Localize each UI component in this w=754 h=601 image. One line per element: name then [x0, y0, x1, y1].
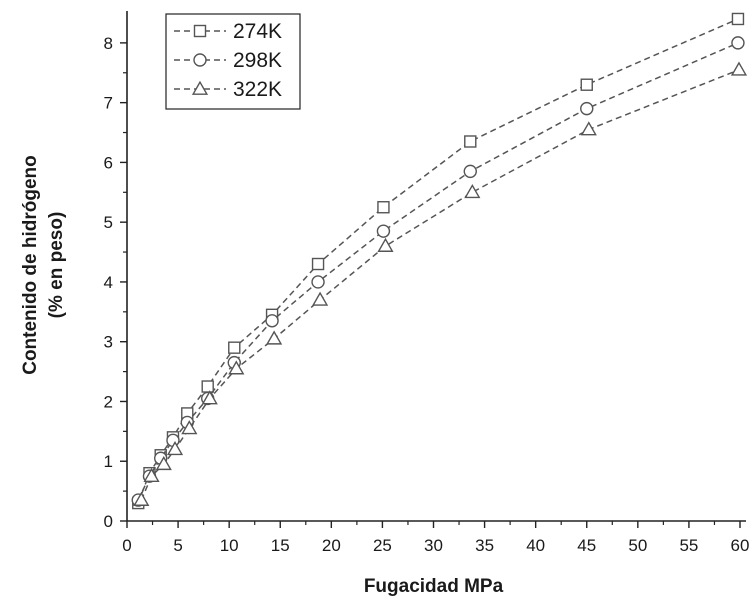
series-line-322k — [140, 69, 740, 501]
y-tick-label: 1 — [104, 452, 113, 471]
data-point-322k — [228, 360, 245, 375]
data-point-322k — [312, 291, 329, 306]
data-point-274k — [377, 201, 390, 214]
data-point-274k — [201, 380, 214, 393]
y-tick-label: 7 — [104, 94, 113, 113]
y-tick-label: 2 — [104, 392, 113, 411]
data-point-274k — [311, 257, 325, 271]
legend-label-274k: 274K — [233, 20, 282, 43]
y-tick-label: 4 — [104, 273, 113, 292]
data-series — [131, 12, 748, 510]
legend-label-298k: 298K — [233, 49, 282, 72]
x-tick-label: 35 — [475, 536, 494, 555]
data-point-322k — [155, 455, 172, 471]
y-tick-label: 5 — [104, 213, 113, 232]
legend: 274K 298K 322K — [165, 13, 301, 110]
data-point-322k — [143, 467, 160, 483]
data-point-322k — [201, 390, 218, 405]
legend-box — [165, 13, 301, 110]
x-tick-label: 55 — [679, 536, 698, 555]
y-tick-label: 3 — [104, 333, 113, 352]
data-point-274k — [464, 135, 477, 148]
data-point-298k — [376, 224, 391, 238]
x-tick-label: 45 — [577, 536, 596, 555]
x-tick-label: 15 — [271, 536, 290, 555]
y-tick-label: 8 — [104, 34, 113, 53]
data-point-298k — [463, 164, 477, 179]
data-point-322k — [133, 491, 150, 506]
data-point-322k — [377, 237, 394, 252]
x-tick-label: 60 — [731, 536, 750, 555]
data-point-274k — [731, 12, 745, 26]
x-tick-label: 5 — [173, 536, 182, 555]
x-axis-title: Fugacidad MPa — [364, 576, 504, 597]
y-tick-label: 0 — [104, 512, 113, 531]
legend-marker-298k — [193, 53, 207, 67]
legend-marker-274k — [193, 24, 207, 38]
x-tick-label: 10 — [220, 536, 239, 555]
y-tick-label: 6 — [104, 153, 113, 172]
data-point-298k — [731, 36, 745, 50]
data-point-298k — [265, 314, 279, 328]
x-tick-label: 20 — [322, 536, 341, 555]
x-tick-label: 50 — [628, 536, 647, 555]
data-point-322k — [166, 440, 184, 456]
x-tick-label: 40 — [526, 536, 545, 555]
data-point-322k — [730, 61, 748, 76]
data-point-298k — [580, 101, 594, 116]
data-point-274k — [228, 341, 241, 354]
data-point-322k — [181, 420, 198, 435]
data-point-322k — [266, 330, 283, 345]
data-point-298k — [311, 275, 325, 289]
data-point-274k — [580, 78, 593, 91]
x-tick-label: 0 — [122, 536, 131, 555]
legend-marker-322k — [191, 80, 209, 95]
y-axis-title-line-1: Contenido de hidrógeno — [20, 155, 41, 375]
series-line-298k — [137, 42, 739, 501]
data-point-322k — [580, 121, 597, 136]
x-tick-label: 30 — [424, 536, 443, 555]
x-tick-label: 25 — [373, 536, 392, 555]
series-322k — [133, 61, 748, 506]
data-point-322k — [464, 184, 481, 199]
legend-label-322k: 322K — [233, 78, 282, 101]
data-point-298k — [166, 433, 180, 448]
y-axis-title-line-2: (% en peso) — [46, 212, 67, 319]
